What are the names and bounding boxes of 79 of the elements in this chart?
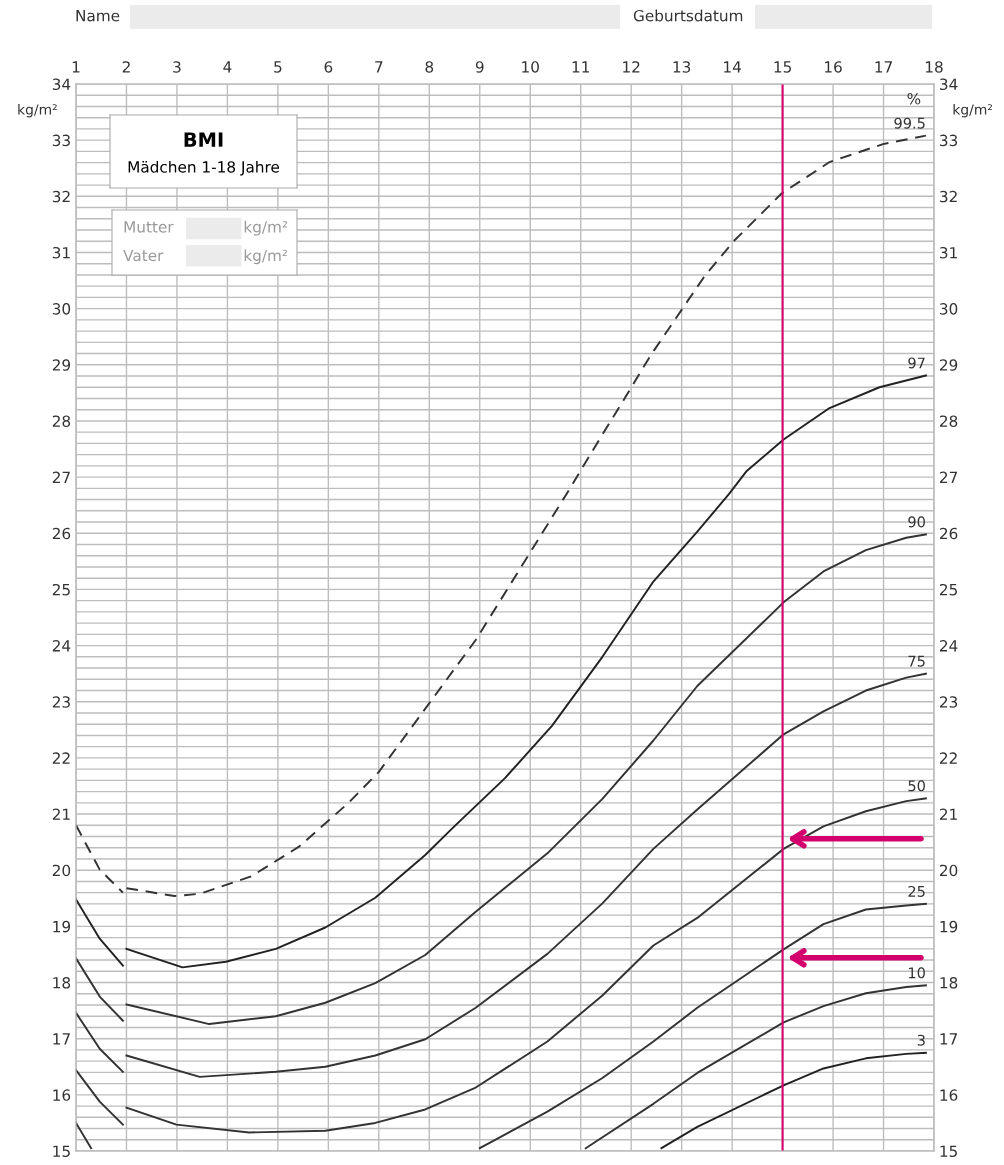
y2-tick-label: 28: [939, 415, 958, 427]
y2-tick-label: 29: [939, 359, 958, 371]
x-tick-label: 14: [724, 61, 741, 73]
y-tick-label: 21: [52, 808, 70, 820]
y-tick-label: 30: [52, 303, 71, 315]
y-tick-label: 32: [52, 190, 70, 203]
x-tick-label: 16: [825, 61, 842, 73]
y-tick-label: 20: [52, 864, 71, 877]
y-tick-label: 31: [52, 246, 70, 259]
series-label: 50: [908, 780, 925, 792]
y2-tick-label: 30: [940, 303, 958, 315]
y-tick-label: 27: [52, 471, 70, 483]
y2-tick-label: 27: [939, 471, 957, 483]
y2-tick-label: 18: [940, 976, 958, 989]
y2-tick-label: 19: [940, 920, 958, 933]
series-label: 90: [908, 516, 925, 528]
x-tick-label: 1: [72, 61, 80, 73]
y-tick-label: 24: [52, 640, 71, 652]
y2-tick-label: 15: [940, 1145, 957, 1158]
y2-tick-label: 23: [939, 696, 958, 708]
x-tick-label: 2: [122, 61, 130, 73]
y2-tick-label: 32: [940, 190, 957, 203]
x-tick-label: 4: [223, 61, 232, 73]
text: Mädchen 1-18 Jahre: [128, 160, 280, 176]
y2-tick-label: 26: [939, 527, 958, 540]
line-series: [660, 1051, 927, 1150]
y-tick-label: 19: [53, 920, 71, 933]
series-label: 97: [908, 357, 925, 369]
y-tick-label: 23: [52, 696, 70, 708]
x-tick-label: 15: [774, 61, 791, 73]
x-tick-label: 12: [623, 61, 640, 73]
series-label: 25: [908, 885, 925, 897]
series-label: 10: [908, 967, 925, 979]
series-label: 3: [917, 1034, 925, 1046]
y2-tick-label: 16: [940, 1089, 958, 1101]
y-tick-label: 22: [52, 752, 70, 764]
y2-axis-title: kg/m²: [953, 103, 993, 118]
y-tick-label: 29: [52, 359, 71, 371]
annotation: kg/m²: [244, 249, 288, 265]
line-series: [584, 984, 927, 1150]
x-tick-label: 18: [925, 61, 943, 73]
x-tick-label: 6: [324, 61, 333, 73]
y2-tick-label: 34: [940, 78, 958, 91]
text: Name: [76, 10, 120, 22]
y2-tick-label: 31: [940, 246, 957, 259]
y2-tick-label: 21: [939, 808, 957, 820]
y2-tick-label: 25: [939, 583, 957, 596]
y2-tick-label: 17: [940, 1033, 957, 1045]
y-tick-label: 28: [52, 415, 71, 427]
text: BMI: [184, 132, 223, 147]
x-tick-label: 5: [274, 61, 282, 73]
y-tick-label: 25: [52, 583, 70, 596]
y2-tick-label: 33: [940, 134, 958, 147]
y-tick-label: 26: [52, 527, 71, 540]
y2-tick-label: 22: [939, 752, 957, 764]
y-tick-label: 15: [53, 1145, 70, 1158]
annotation: Mutter: [124, 221, 174, 233]
x-tick-label: 11: [572, 61, 590, 73]
y-axis-title: kg/m²: [18, 103, 57, 118]
y-tick-label: 16: [53, 1089, 71, 1101]
annotation: Vater: [123, 249, 164, 262]
x-tick-label: 7: [375, 61, 383, 73]
y-tick-label: 17: [53, 1033, 70, 1045]
x-tick-label: 8: [425, 61, 434, 73]
text: Geburtsdatum: [633, 9, 743, 22]
y2-tick-label: 24: [939, 640, 958, 652]
annotation: kg/m²: [244, 220, 288, 236]
x-tick-label: 10: [522, 61, 539, 73]
x-tick-label: 3: [173, 61, 181, 73]
y-tick-label: 18: [53, 976, 71, 989]
y-tick-label: 34: [52, 78, 71, 91]
annotation: %: [907, 92, 921, 105]
y2-tick-label: 20: [939, 864, 958, 877]
x-tick-label: 17: [875, 61, 892, 73]
x-tick-label: 9: [475, 61, 484, 73]
x-tick-label: 13: [673, 61, 691, 73]
series-label: 75: [908, 655, 925, 667]
series-label: 99.5: [894, 117, 925, 129]
y-tick-label: 33: [52, 134, 70, 147]
